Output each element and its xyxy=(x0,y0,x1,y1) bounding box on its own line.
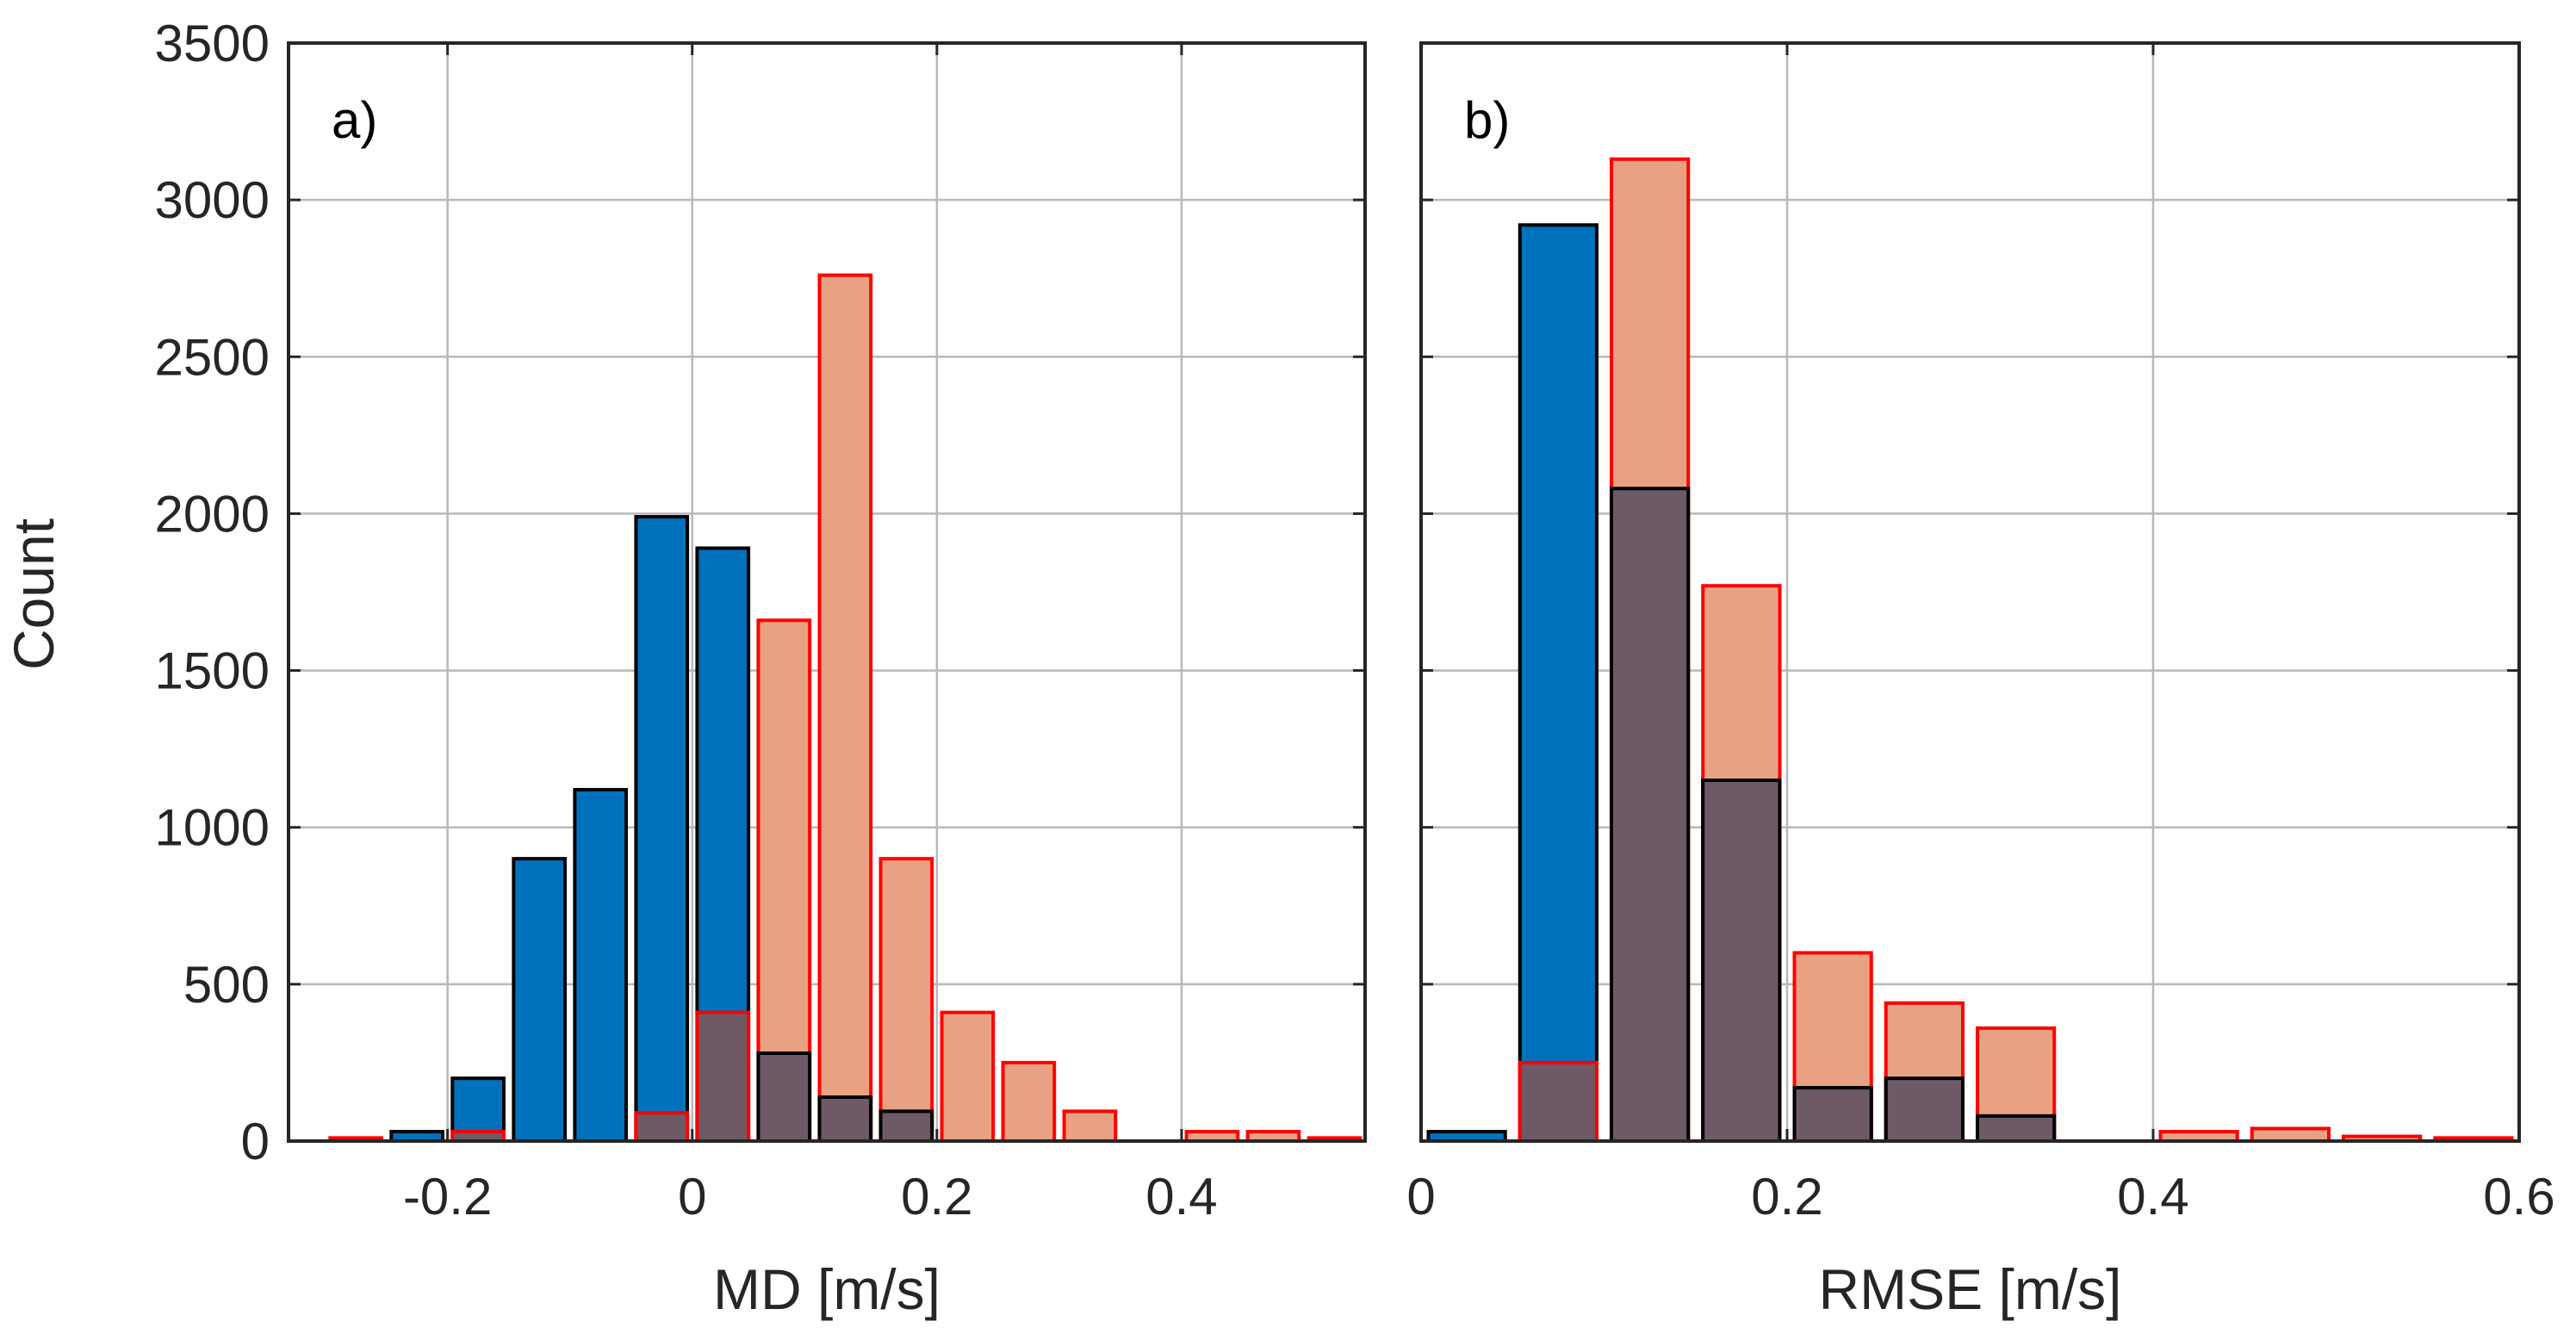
y-tick-label: 0 xyxy=(241,1113,270,1170)
bar-series-1 xyxy=(1518,223,1598,1143)
y-tick-label: 3500 xyxy=(155,15,270,72)
bar-overlap xyxy=(1976,1114,2057,1144)
bar-series-2 xyxy=(1062,1109,1118,1143)
y-tick-label: 2500 xyxy=(155,328,270,386)
axes-frame xyxy=(1419,41,2521,1143)
bar-series-2 xyxy=(817,273,873,1144)
x-tick-label: 0 xyxy=(1406,1168,1435,1225)
bar-overlap xyxy=(878,1109,934,1143)
bar-overlap xyxy=(1518,1060,1598,1144)
x-tick-label: 0.4 xyxy=(1145,1168,1217,1225)
y-tick-label: 500 xyxy=(183,956,270,1014)
x-tick-label: 0.6 xyxy=(2483,1168,2554,1225)
x-axis-label: RMSE [m/s] xyxy=(1818,1257,2121,1321)
bar-overlap xyxy=(634,1111,690,1143)
panel-label: b) xyxy=(1464,91,1510,149)
bar-series-1 xyxy=(573,788,629,1143)
x-tick-label: 0.2 xyxy=(901,1168,972,1225)
bar-overlap xyxy=(1884,1076,1965,1143)
x-tick-label: 0.4 xyxy=(2117,1168,2188,1225)
panel-b: 0 0.2 0.4 0.6 RMSE [m/s] b) xyxy=(1406,41,2555,1321)
bar-overlap xyxy=(1701,779,1782,1143)
y-axis-label: Count xyxy=(2,518,65,670)
y-tick-label: 3000 xyxy=(155,171,270,229)
x-tick-label: -0.2 xyxy=(403,1168,492,1225)
bar-series-1 xyxy=(512,857,568,1144)
bar-overlap xyxy=(1792,1086,1873,1143)
bar-series-2 xyxy=(878,857,934,1144)
axes-frame xyxy=(287,41,1367,1143)
x-axis-label: MD [m/s] xyxy=(713,1257,940,1321)
y-tick-label: 1500 xyxy=(155,642,270,700)
bar-overlap xyxy=(756,1052,812,1143)
bar-series-2 xyxy=(940,1010,996,1143)
x-tick-label: 0 xyxy=(678,1168,706,1225)
bar-series-1 xyxy=(634,515,690,1143)
bar-overlap xyxy=(817,1095,873,1143)
y-tick-label: 2000 xyxy=(155,485,270,543)
x-tick-label: 0.2 xyxy=(1751,1168,1822,1225)
bar-overlap xyxy=(1610,487,1691,1143)
panel-label: a) xyxy=(332,91,377,149)
bar-overlap xyxy=(695,1010,751,1143)
panel-a: -0.2 0 0.2 0.4 0 500 1000 1500 2000 2500 3000 3500 M… xyxy=(155,15,1367,1321)
bar-series-2 xyxy=(2250,1126,2331,1144)
y-tick-label: 1000 xyxy=(155,799,270,857)
bar-series-2 xyxy=(1001,1060,1057,1144)
